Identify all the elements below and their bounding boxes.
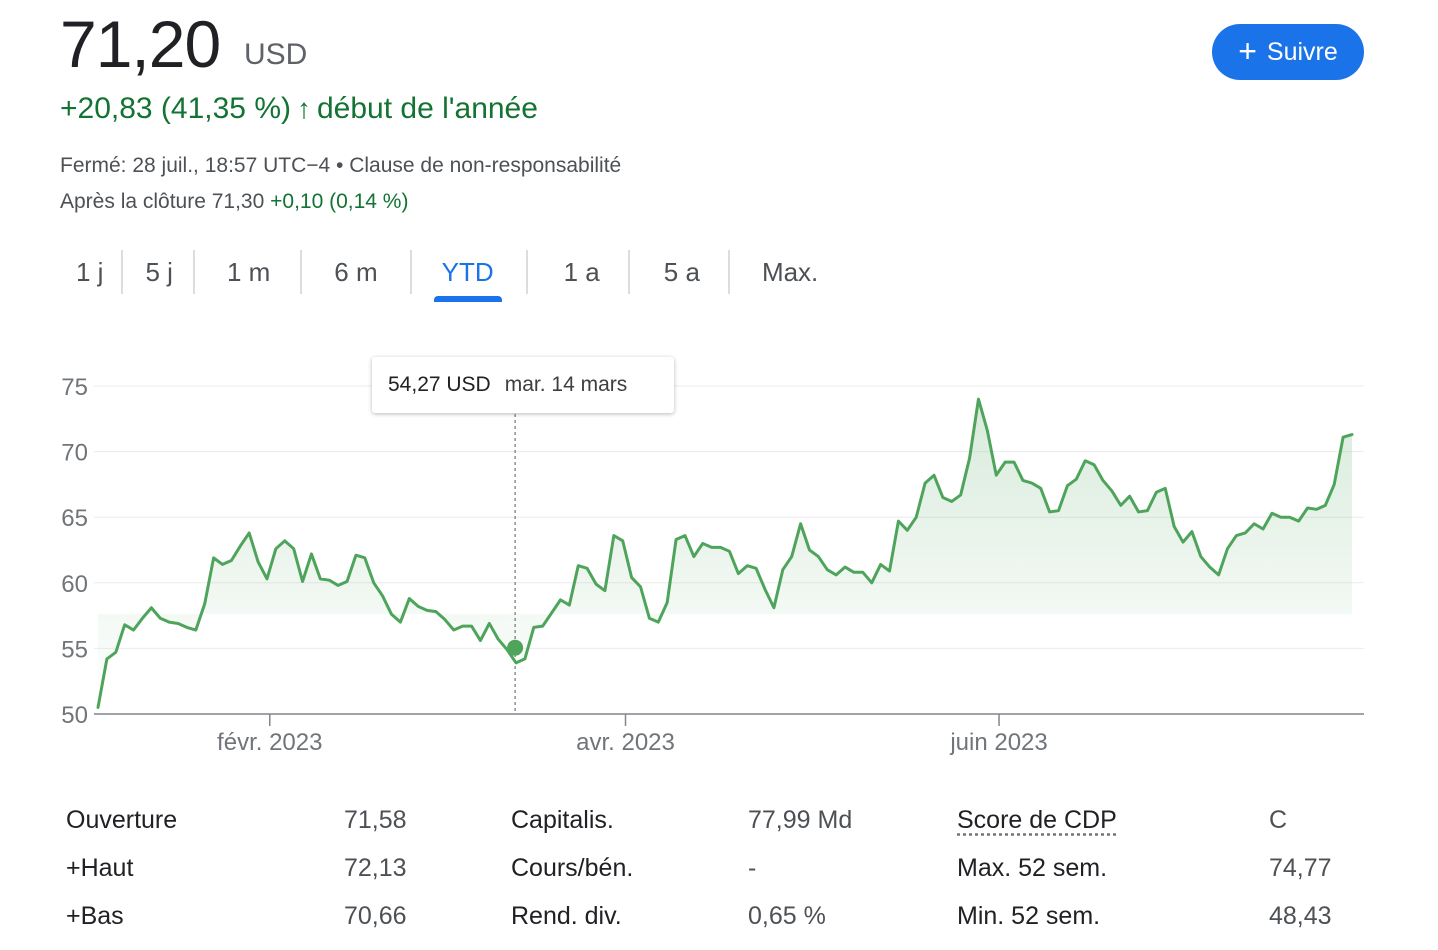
ytd-change: +20,83 (41,35 %) ↑ début de l'année: [60, 92, 538, 126]
stat-value: C: [1269, 806, 1288, 834]
tab-label: 6 m: [334, 257, 378, 287]
x-tick-label: avr. 2023: [576, 729, 675, 756]
tab-label: 1 m: [226, 257, 271, 287]
stat-label: Cours/bén.: [511, 854, 634, 882]
change-period: début de l'année: [317, 92, 538, 125]
y-tick-label: 70: [61, 440, 88, 467]
y-tick-label: 50: [61, 702, 88, 729]
range-tabs: 1 j 5 j 1 m 6 m YTD 1 a 5 a Max.: [56, 246, 838, 302]
tab-label: 5 j: [145, 257, 173, 287]
y-tick-label: 55: [61, 636, 88, 663]
stat-row: Score de CDP C: [957, 800, 1357, 848]
plus-icon: +: [1238, 32, 1257, 69]
x-tick-label: févr. 2023: [217, 729, 322, 756]
arrow-up-icon: ↑: [297, 93, 311, 124]
tab-label: 1 j: [76, 257, 104, 287]
follow-button[interactable]: + Suivre: [1212, 24, 1364, 80]
y-tick-label: 75: [61, 374, 88, 401]
tab-label: 1 a: [563, 257, 600, 287]
stat-row: Max. 52 sem. 74,77: [957, 848, 1357, 896]
tab-1m[interactable]: 1 m: [195, 246, 303, 294]
cdp-score-link[interactable]: Score de CDP: [957, 806, 1117, 834]
stat-value: 77,99 Md: [748, 806, 853, 834]
stat-value: 71,58: [344, 806, 407, 834]
tab-ytd[interactable]: YTD: [412, 246, 528, 302]
stat-value: 74,77: [1269, 854, 1332, 882]
stat-label: Ouverture: [66, 806, 178, 834]
stat-value: 72,13: [344, 854, 407, 882]
tab-label: YTD: [441, 257, 494, 287]
tooltip-date: mar. 14 mars: [504, 373, 628, 396]
stat-label: Rend. div.: [511, 902, 622, 930]
tab-5y[interactable]: 5 a: [630, 246, 731, 294]
tab-label: 5 a: [663, 257, 700, 287]
stat-label: Max. 52 sem.: [957, 854, 1108, 882]
active-tab-indicator: [433, 296, 502, 302]
stat-value: 48,43: [1269, 902, 1332, 930]
follow-label: Suivre: [1266, 37, 1338, 66]
series-area: [98, 399, 1352, 708]
change-value: +20,83 (41,35 %): [60, 92, 291, 125]
stat-row: +Bas 70,66: [66, 896, 416, 944]
tab-max[interactable]: Max.: [730, 246, 838, 294]
market-status: Fermé: 28 juil., 18:57 UTC−4 • Clause de…: [60, 154, 622, 177]
hover-point: [507, 639, 524, 656]
stat-row: Min. 52 sem. 48,43: [957, 896, 1357, 944]
after-hours: Après la clôture 71,30 +0,10 (0,14 %): [60, 190, 408, 214]
stat-label: Capitalis.: [511, 806, 614, 834]
after-hours-label: Après la clôture 71,30: [60, 190, 265, 213]
series-line: [96, 397, 1354, 709]
after-hours-change: +0,10 (0,14 %): [270, 190, 409, 213]
price-chart[interactable]: 50 55 60 65 70 75 févr. 2023 avr. 2023 juin 2023: [0, 340, 1438, 770]
y-tick-label: 65: [61, 505, 88, 532]
stat-value: 70,66: [344, 902, 407, 930]
stat-row: Ouverture 71,58: [66, 800, 416, 848]
tab-1d[interactable]: 1 j: [56, 246, 124, 294]
stats-col-2: Capitalis. 77,99 Md Cours/bén. - Rend. div…: [511, 800, 911, 944]
stat-row: Capitalis. 77,99 Md: [511, 800, 911, 848]
stat-row: Cours/bén. -: [511, 848, 911, 896]
x-tick-label: juin 2023: [949, 729, 1047, 756]
tab-6m[interactable]: 6 m: [302, 246, 412, 294]
tooltip-value: 54,27 USD: [388, 373, 491, 396]
stat-label: +Haut: [66, 854, 134, 882]
stat-value: 0,65 %: [748, 902, 826, 930]
stats-col-3: Score de CDP C Max. 52 sem. 74,77 Min. 52 …: [957, 800, 1357, 944]
tab-5d[interactable]: 5 j: [123, 246, 196, 294]
stats-col-1: Ouverture 71,58 +Haut 72,13 +Bas 70,66: [66, 800, 416, 944]
stat-value: -: [748, 854, 757, 882]
stat-label: +Bas: [66, 902, 124, 930]
currency-label: USD: [244, 38, 308, 71]
tab-label: Max.: [761, 257, 819, 287]
tab-1y[interactable]: 1 a: [528, 246, 630, 294]
y-tick-label: 60: [61, 571, 88, 598]
chart-tooltip: 54,27 USD mar. 14 mars: [372, 357, 674, 413]
stat-row: +Haut 72,13: [66, 848, 416, 896]
stat-label: Min. 52 sem.: [957, 902, 1101, 930]
current-price: 71,20: [60, 7, 221, 81]
stat-row: Rend. div. 0,65 %: [511, 896, 911, 944]
